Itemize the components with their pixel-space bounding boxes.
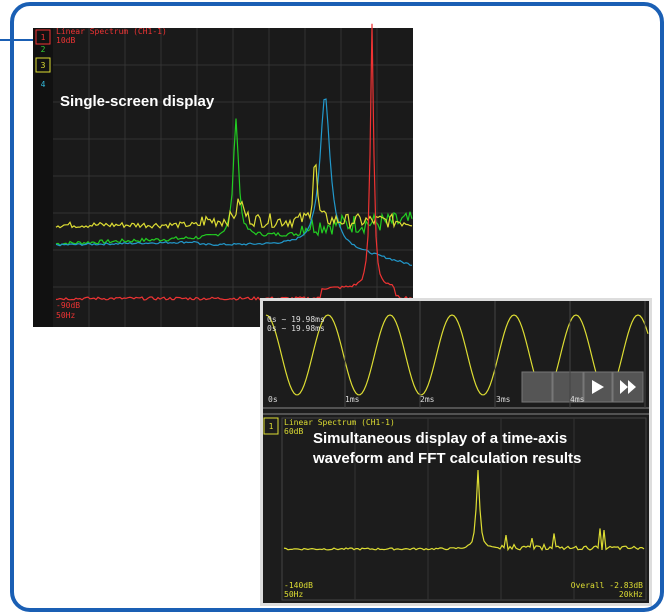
caption-line: Simultaneous display of a time-axis [313, 430, 567, 447]
scale-top: 60dB [284, 427, 303, 436]
channel: 1 [269, 422, 274, 431]
channel-box [263, 417, 279, 435]
caption: Single-screen display [60, 93, 215, 110]
freq-end: 20kHz [619, 590, 643, 599]
channel: 4 [41, 80, 46, 89]
scale-top: 10dB [56, 36, 75, 45]
channel-box [35, 29, 51, 45]
channel-box [35, 57, 51, 73]
header: Linear Spectrum (CH1-1) [284, 418, 395, 427]
trace [55, 163, 413, 230]
trace [55, 118, 413, 246]
time-range: 0s ~ 19.98ms [267, 324, 325, 333]
time-tick: 4ms [570, 395, 585, 404]
channel: 1 [41, 33, 46, 42]
bottom-screen: 0s ~ 19.98ms 0s ~ 19.98ms 0s 1ms 2ms 3ms… [260, 298, 652, 606]
scale-bottom: -140dB [284, 581, 313, 590]
plot-area [281, 417, 647, 601]
caption-line: waveform and FFT calculation results [312, 450, 581, 467]
channel: 2 [41, 45, 46, 54]
top-screen: 1 2 3 4 Linear Spectrum (CH1-1) 10dB Sin… [33, 23, 413, 327]
trace [55, 23, 413, 301]
freq-start: 50Hz [56, 311, 75, 320]
overall: Overall -2.83dB [571, 581, 643, 590]
scale-bottom: -90dB [56, 301, 80, 310]
time-tick: 3ms [496, 395, 511, 404]
freq-start: 50Hz [284, 590, 303, 599]
screen-bg [263, 301, 649, 603]
time-range: 0s ~ 19.98ms [267, 315, 325, 324]
time-tick: 2ms [420, 395, 435, 404]
header: Linear Spectrum (CH1-1) [56, 27, 167, 36]
play-icon [592, 380, 604, 394]
time-tick: 0s [268, 395, 278, 404]
trace [283, 469, 645, 552]
forward-icon [620, 380, 636, 394]
time-tick: 1ms [345, 395, 360, 404]
button[interactable] [521, 371, 553, 403]
channel-strip [33, 28, 53, 327]
button[interactable] [552, 371, 584, 403]
channel: 3 [41, 61, 46, 70]
trace [265, 314, 649, 396]
controls [521, 371, 644, 403]
trace [55, 98, 413, 266]
screen-bg [33, 28, 413, 327]
